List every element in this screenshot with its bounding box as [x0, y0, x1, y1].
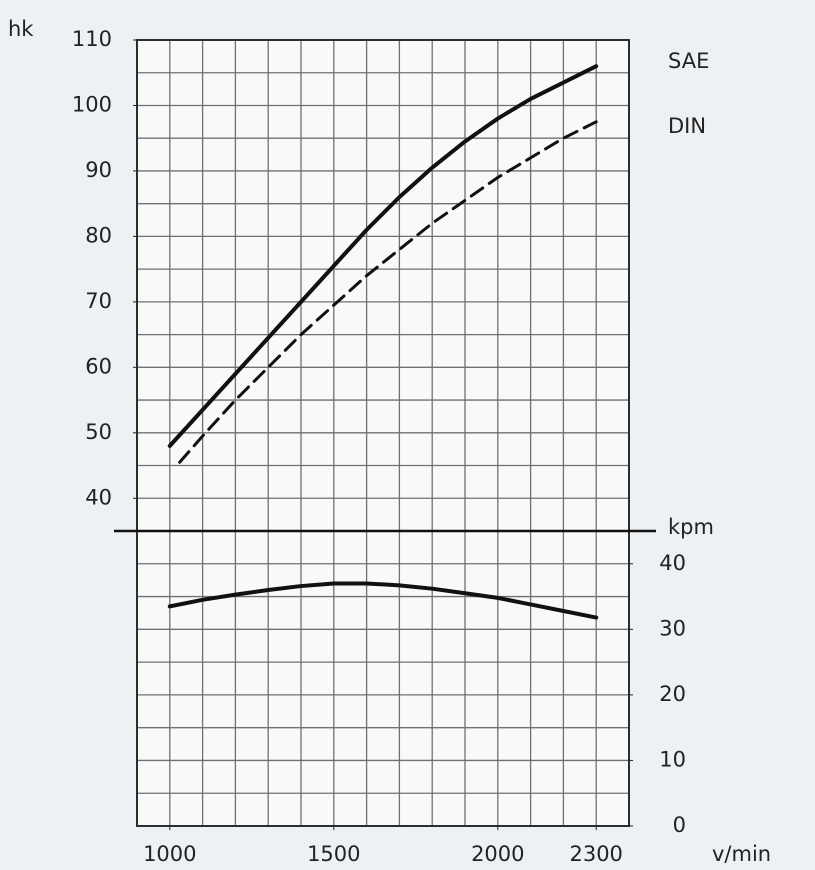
y-tick-label: 70: [85, 289, 112, 313]
y2-tick-label: 40: [659, 551, 686, 575]
y-tick-label: 90: [85, 158, 112, 182]
y2-tick-label: 20: [659, 682, 686, 706]
y-tick-label: 60: [85, 354, 112, 378]
y-tick-label: 110: [72, 27, 112, 51]
series-line: [178, 120, 598, 464]
y-tick-label: 40: [85, 485, 112, 509]
series-line: [167, 581, 599, 620]
y2-tick-label: 30: [659, 616, 686, 640]
y-tick-label: 50: [85, 420, 112, 444]
x-tick-label: 1000: [143, 842, 196, 866]
series-line: [167, 64, 599, 448]
x-tick-label: 1500: [307, 842, 360, 866]
x-axis-label: v/min: [712, 842, 771, 866]
series-label: DIN: [668, 114, 706, 138]
series-label: SAE: [668, 49, 709, 73]
x-tick-label: 2000: [471, 842, 524, 866]
y-tick-label: 100: [72, 92, 112, 116]
y2-tick-label: 10: [659, 747, 686, 771]
x-tick-label: 2300: [569, 842, 622, 866]
y-tick-label: 80: [85, 223, 112, 247]
y-axis-label: hk: [8, 17, 34, 41]
y2-axis-label: kpm: [668, 515, 714, 539]
y2-tick-label: 0: [673, 813, 686, 837]
